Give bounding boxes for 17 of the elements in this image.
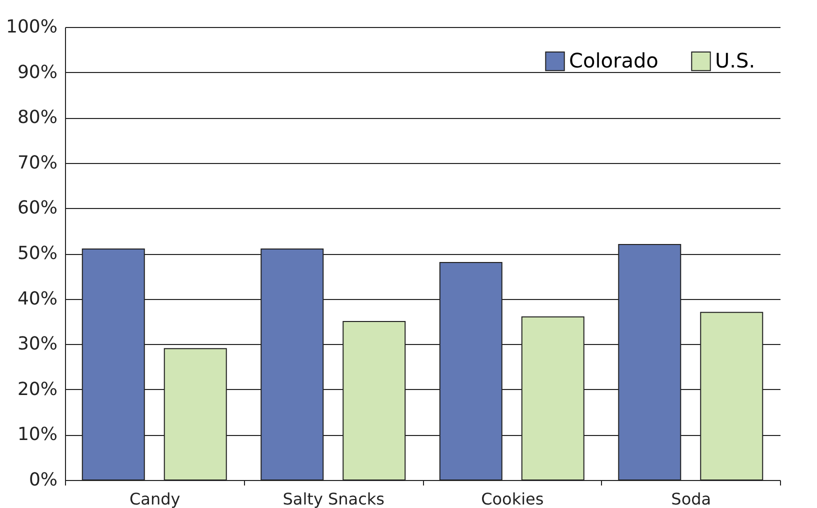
y-tick-label: 10%	[17, 424, 58, 446]
x-tick-label: Salty Snacks	[282, 490, 384, 508]
y-tick-label: 80%	[17, 107, 58, 128]
y-tick-label: 70%	[17, 152, 58, 174]
y-tick-label: 0%	[28, 470, 58, 490]
y-tick-label: 90%	[17, 62, 58, 83]
y-tick-label: 20%	[17, 378, 58, 400]
y-tick-label: 50%	[17, 243, 58, 264]
x-tick-label: Cookies	[481, 490, 544, 508]
x-tick-label: Candy	[130, 490, 180, 508]
x-tick-label: Soda	[671, 490, 712, 508]
y-tick-label: 60%	[17, 198, 58, 219]
y-tick-label: 30%	[17, 334, 58, 355]
y-tick-label: 100%	[6, 16, 58, 38]
y-tick-label: 40%	[17, 288, 58, 310]
legend-label: Colorado	[569, 48, 658, 72]
legend-label: U.S.	[715, 48, 756, 72]
